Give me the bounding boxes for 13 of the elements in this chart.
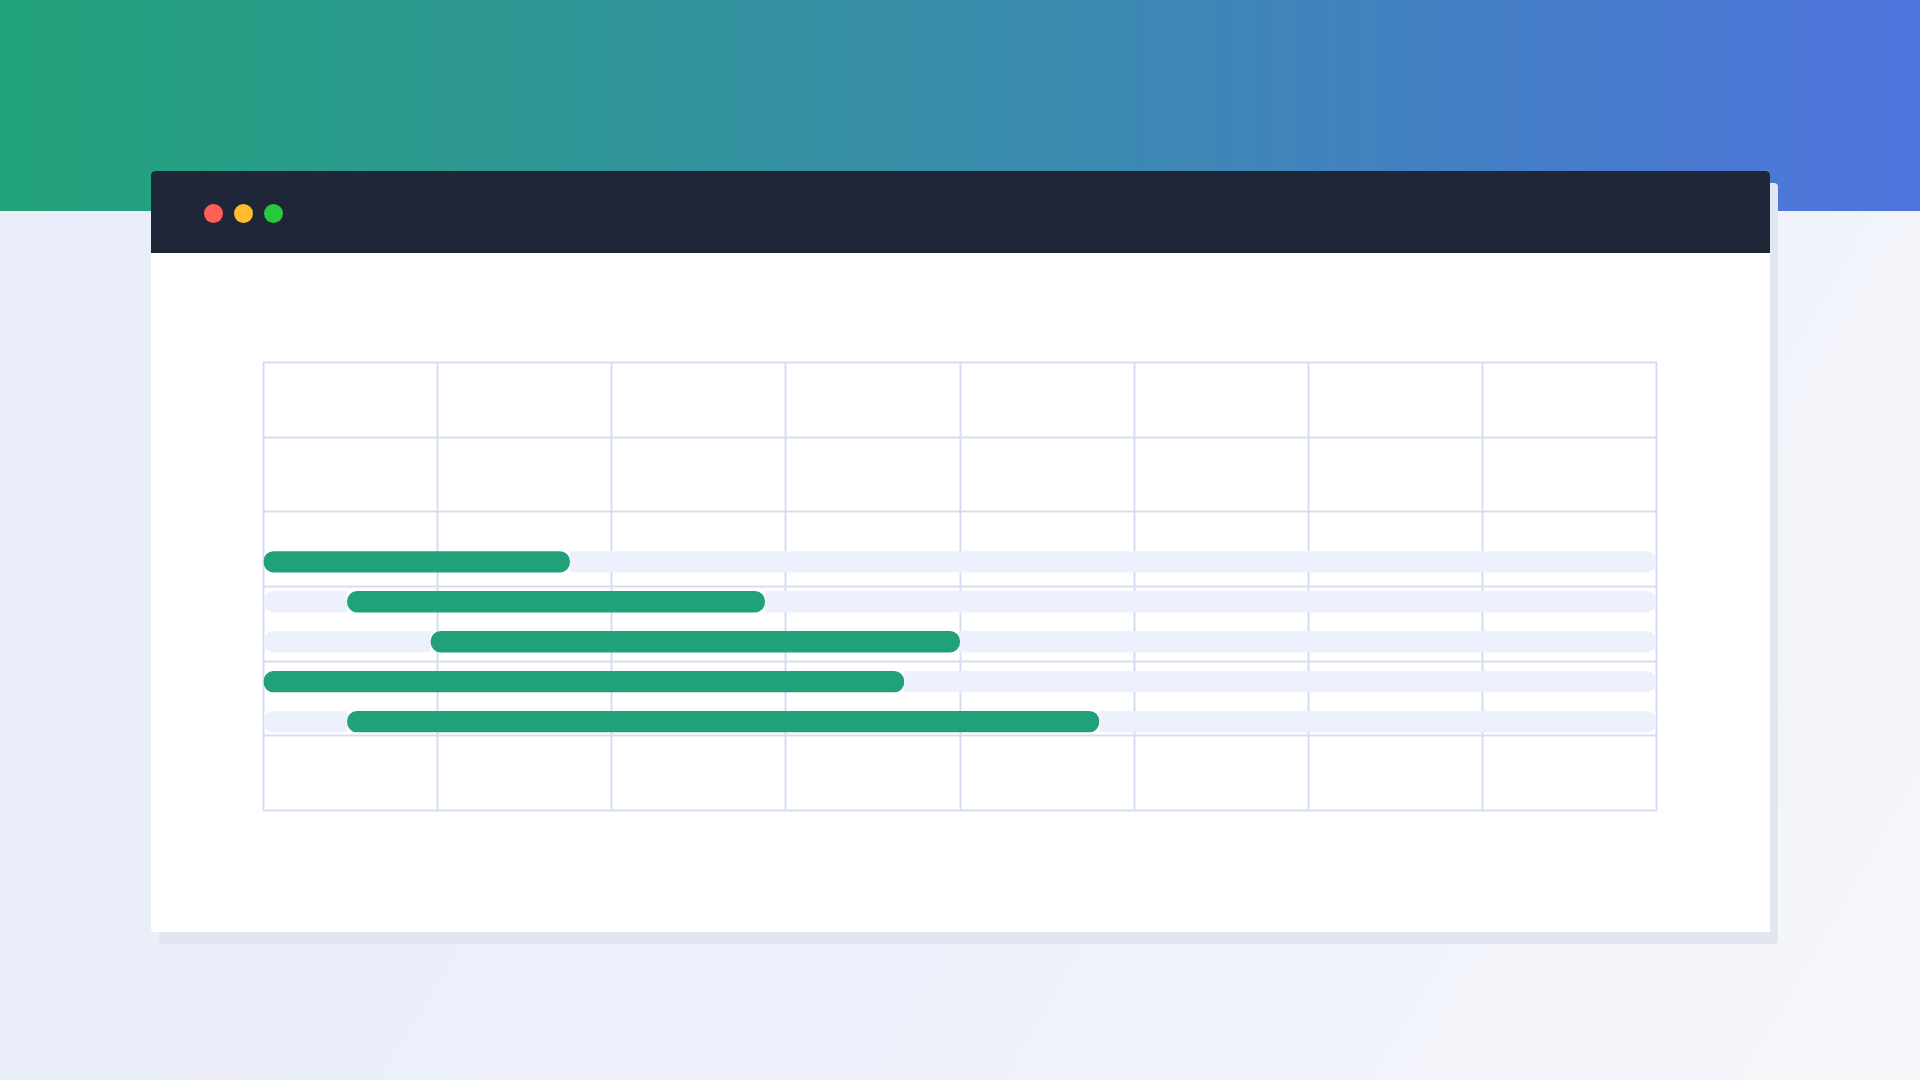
bar <box>263 551 570 573</box>
bar <box>764 591 1657 613</box>
bar <box>263 670 905 693</box>
bar <box>430 631 960 653</box>
bar <box>347 591 765 613</box>
bar <box>960 631 1657 653</box>
bar <box>347 710 1100 733</box>
bar <box>263 591 348 613</box>
bar <box>904 670 1657 693</box>
bar <box>1099 710 1657 733</box>
bar <box>263 631 431 653</box>
bar <box>263 710 348 733</box>
bar <box>569 551 1657 573</box>
